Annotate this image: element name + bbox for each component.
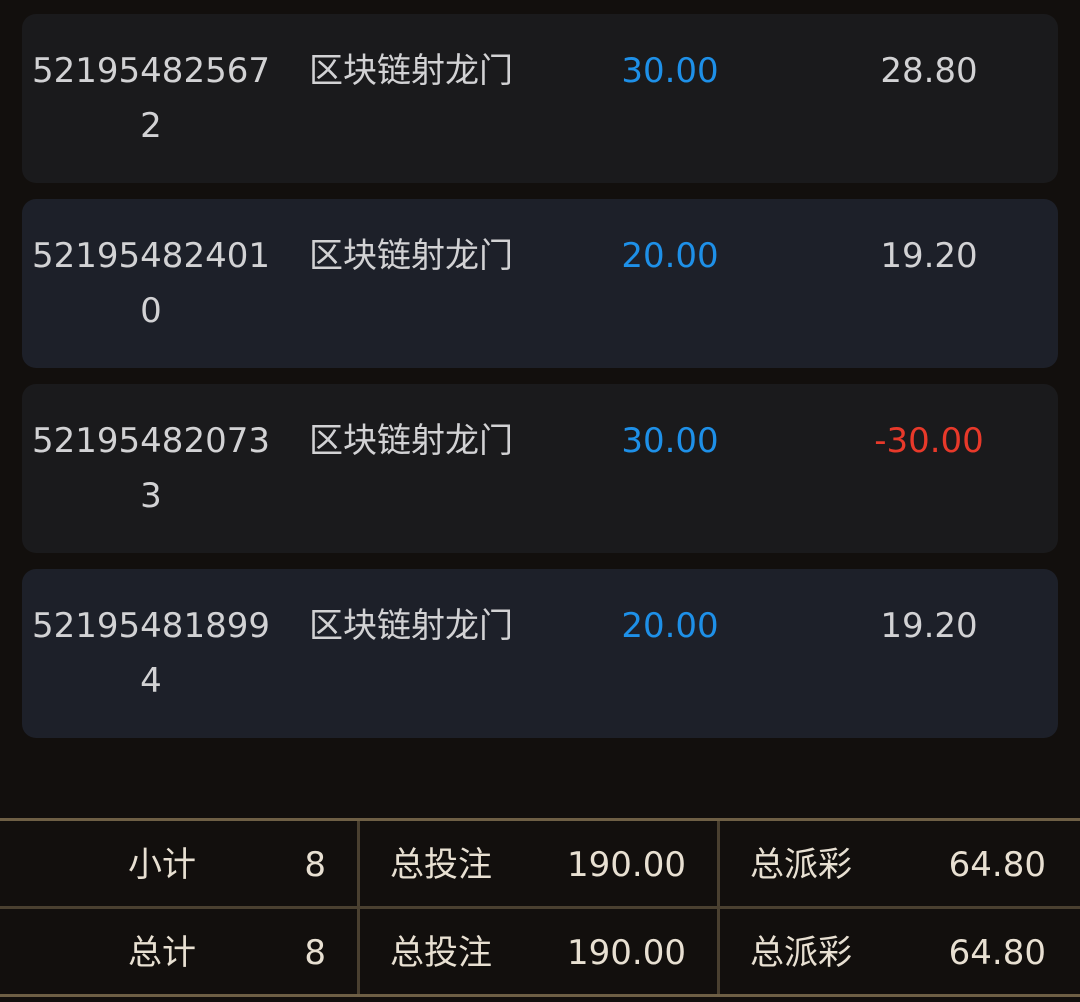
divider	[357, 909, 360, 997]
total-bet-label: 总投注	[390, 933, 492, 973]
record-card[interactable]: 521954824010 区块链射龙门 20.00 19.20	[22, 199, 1058, 368]
total-count: 8	[304, 933, 326, 973]
bet-amount: 20.00	[621, 606, 719, 646]
subtotal-count: 8	[304, 845, 326, 885]
bet-amount: 30.00	[621, 51, 719, 91]
order-id: 521954820733	[32, 421, 270, 516]
game-name: 区块链射龙门	[309, 236, 513, 276]
divider	[717, 821, 720, 909]
summary-footer: 小计 8 总投注 190.00 总派彩 64.80 总计 8 总投注 190.0…	[0, 818, 1080, 997]
total-bet-label: 总投注	[390, 845, 492, 885]
game-name: 区块链射龙门	[309, 606, 513, 646]
bet-amount: 20.00	[621, 236, 719, 276]
game-name: 区块链射龙门	[309, 51, 513, 91]
total-payout-label: 总派彩	[750, 933, 852, 973]
total-payout-label: 总派彩	[750, 845, 852, 885]
order-id: 521954824010	[32, 236, 270, 331]
record-card[interactable]: 521954820733 区块链射龙门 30.00 -30.00	[22, 384, 1058, 553]
total-bet-value: 190.00	[567, 845, 686, 885]
payout-amount: 19.20	[880, 236, 978, 276]
record-card[interactable]: 521954825672 区块链射龙门 30.00 28.80	[22, 14, 1058, 183]
divider	[357, 821, 360, 909]
record-card[interactable]: 521954818994 区块链射龙门 20.00 19.20	[22, 569, 1058, 738]
total-label: 总计	[128, 933, 196, 973]
total-payout-value: 64.80	[948, 845, 1046, 885]
order-id: 521954825672	[32, 51, 270, 146]
bet-amount: 30.00	[621, 421, 719, 461]
total-payout-value: 64.80	[948, 933, 1046, 973]
payout-amount: 28.80	[880, 51, 978, 91]
order-id: 521954818994	[32, 606, 270, 701]
divider	[0, 994, 1080, 997]
total-bet-value: 190.00	[567, 933, 686, 973]
subtotal-label: 小计	[128, 845, 196, 885]
game-name: 区块链射龙门	[309, 421, 513, 461]
total-row: 总计 8 总投注 190.00 总派彩 64.80	[0, 906, 1080, 997]
subtotal-row: 小计 8 总投注 190.00 总派彩 64.80	[0, 818, 1080, 909]
payout-amount: -30.00	[874, 421, 984, 461]
divider	[717, 909, 720, 997]
payout-amount: 19.20	[880, 606, 978, 646]
